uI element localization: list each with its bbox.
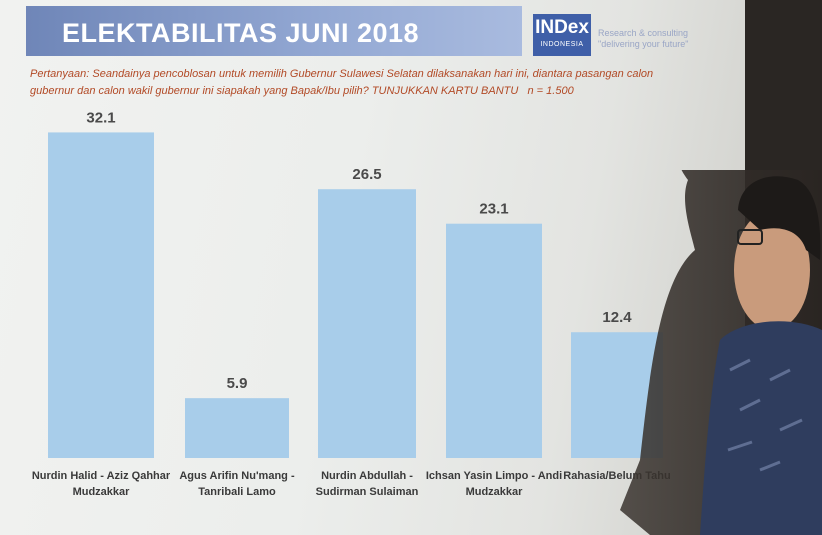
value-label-3: 26.5 — [352, 166, 381, 183]
slide-title: ELEKTABILITAS JUNI 2018 — [62, 18, 420, 48]
category-label-4-line-1: Ichsan Yasin Limpo - Andi — [426, 470, 562, 482]
bar-1 — [48, 132, 154, 458]
category-label-3-line-2: Sudirman Sulaiman — [316, 486, 419, 498]
title-banner: ELEKTABILITAS JUNI 2018 — [26, 6, 522, 56]
question-text: Pertanyaan: Seandainya pencoblosan untuk… — [30, 68, 654, 97]
logo-main-text: INDex — [535, 17, 589, 38]
bar-2 — [185, 398, 289, 458]
speaker-silhouette — [620, 170, 822, 535]
tagline-line-2: "delivering your future" — [598, 39, 689, 49]
bar-3 — [318, 189, 416, 458]
tagline: Research & consulting "delivering your f… — [598, 28, 738, 50]
category-label-2-line-1: Agus Arifin Nu'mang - — [179, 470, 295, 482]
logo-sub-text: INDONESIA — [540, 41, 584, 48]
category-label-3-line-1: Nurdin Abdullah - — [321, 470, 413, 482]
value-label-1: 32.1 — [86, 109, 115, 126]
sample-size: n = 1.500 — [527, 85, 574, 97]
index-logo: INDex INDONESIA — [533, 14, 591, 56]
bar-chart: 32.1 Nurdin Halid - Aziz Qahhar Mudzakkar 5… — [32, 109, 671, 498]
tagline-line-1: Research & consulting — [598, 28, 689, 38]
survey-question: Pertanyaan: Seandainya pencoblosan untuk… — [30, 66, 680, 100]
value-label-4: 23.1 — [479, 201, 508, 218]
value-label-2: 5.9 — [227, 375, 248, 392]
category-label-2-line-2: Tanribali Lamo — [198, 486, 276, 498]
bar-4 — [446, 223, 542, 458]
category-label-1-line-1: Nurdin Halid - Aziz Qahhar — [32, 470, 171, 482]
category-label-4-line-2: Mudzakkar — [466, 486, 524, 498]
value-label-5: 12.4 — [602, 309, 632, 326]
category-label-1-line-2: Mudzakkar — [73, 486, 131, 498]
